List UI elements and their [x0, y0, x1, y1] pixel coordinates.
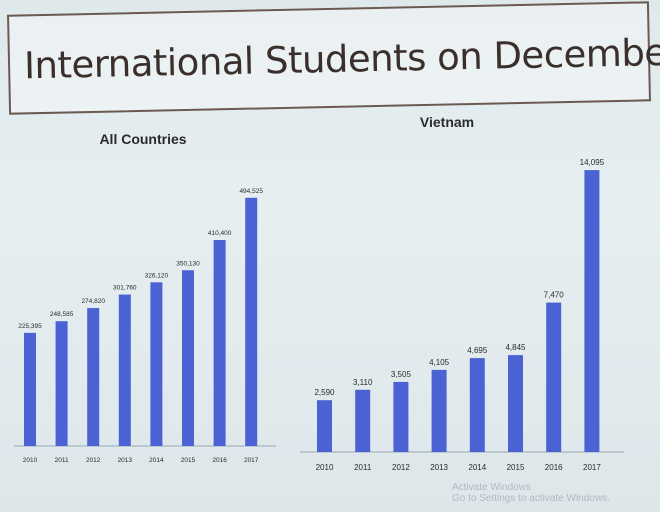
chart-vietnam: 2,590 2010 3,110 2011 3,505 2012 4,105 2013 4,69… — [300, 158, 624, 472]
vietnam-value-label-2013: 4,105 — [429, 358, 450, 367]
watermark: Activate Windows Go to Settings to activ… — [452, 482, 610, 504]
vietnam-bar-2017 — [584, 170, 600, 452]
all-countries-category-label-2014: 2014 — [149, 457, 164, 464]
all-countries-value-label-2013: 301,760 — [113, 285, 137, 292]
all-countries-bar-2013 — [118, 294, 131, 446]
all-countries-bar-2010 — [24, 332, 36, 446]
vietnam-value-label-2014: 4,695 — [467, 346, 488, 355]
vietnam-category-label-2016: 2016 — [545, 463, 563, 472]
vietnam-category-label-2011: 2011 — [354, 463, 372, 472]
vietnam-bar-2012 — [393, 381, 409, 452]
all-countries-bar-2012 — [87, 308, 100, 446]
vietnam-value-label-2011: 3,110 — [353, 378, 373, 387]
vietnam-value-label-2010: 2,590 — [314, 388, 335, 397]
vietnam-category-label-2015: 2015 — [507, 463, 525, 472]
chart-all-countries: 225,395 2010 248,585 2011 274,820 2012 301,760… — [14, 188, 276, 464]
all-countries-bar-2016 — [213, 240, 226, 446]
all-countries-category-label-2017: 2017 — [244, 457, 259, 464]
watermark-line1: Activate Windows — [452, 482, 531, 493]
all-countries-value-label-2012: 274,820 — [81, 298, 105, 305]
all-countries-category-label-2015: 2015 — [181, 457, 196, 464]
vietnam-category-label-2014: 2014 — [468, 463, 486, 472]
all-countries-bar-2017 — [245, 197, 258, 446]
watermark-line2: Go to Settings to activate Windows. — [452, 493, 610, 504]
all-countries-category-label-2010: 2010 — [23, 457, 38, 464]
all-countries-value-label-2014: 326,120 — [145, 272, 169, 279]
all-countries-value-label-2011: 248,585 — [50, 311, 74, 318]
chart-title-vietnam: Vietnam — [420, 114, 474, 130]
vietnam-category-label-2017: 2017 — [583, 463, 601, 472]
vietnam-bar-2010 — [317, 400, 332, 452]
all-countries-bar-2014 — [150, 282, 163, 446]
all-countries-category-label-2011: 2011 — [55, 457, 69, 464]
all-countries-value-label-2016: 410,400 — [208, 230, 232, 237]
vietnam-bar-2015 — [508, 355, 523, 452]
vietnam-bar-2014 — [469, 358, 485, 452]
vietnam-value-label-2016: 7,470 — [544, 291, 565, 300]
all-countries-category-label-2016: 2016 — [212, 457, 227, 464]
vietnam-value-label-2015: 4,845 — [505, 343, 526, 352]
vietnam-bar-2013 — [431, 369, 447, 452]
all-countries-bar-2015 — [182, 270, 194, 446]
all-countries-category-label-2012: 2012 — [86, 457, 101, 464]
vietnam-bar-2016 — [546, 302, 562, 452]
vietnam-bar-2011 — [355, 389, 371, 452]
all-countries-value-label-2017: 494,525 — [239, 188, 263, 195]
vietnam-value-label-2017: 14,095 — [580, 158, 605, 167]
all-countries-bar-2011 — [55, 321, 68, 446]
vietnam-category-label-2010: 2010 — [316, 463, 334, 472]
all-countries-category-label-2013: 2013 — [118, 457, 133, 464]
vietnam-category-label-2012: 2012 — [392, 463, 410, 472]
vietnam-value-label-2012: 3,505 — [391, 370, 412, 379]
all-countries-value-label-2010: 225,395 — [18, 323, 42, 330]
chart-title-all-countries: All Countries — [99, 131, 186, 147]
vietnam-category-label-2013: 2013 — [430, 463, 448, 472]
all-countries-value-label-2015: 350,130 — [176, 260, 200, 267]
